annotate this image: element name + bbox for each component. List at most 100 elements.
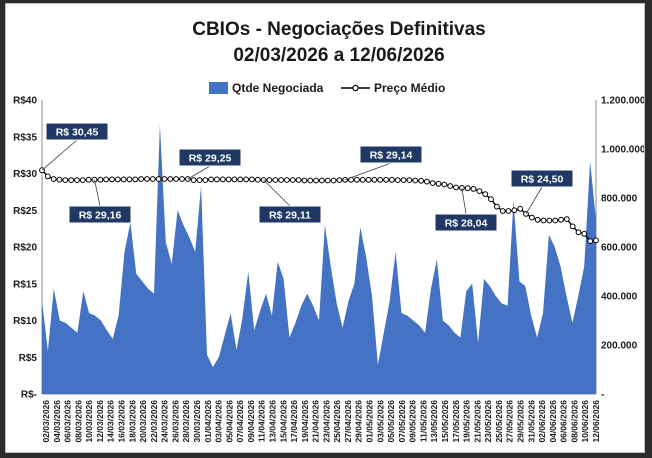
x-tick-label: 12/06/2026 [591, 400, 601, 443]
price-marker [74, 177, 80, 184]
price-marker [563, 216, 570, 223]
price-marker [488, 196, 494, 203]
price-marker [50, 176, 57, 182]
annotation-box [434, 213, 498, 232]
x-tick-label: 25/05/2026 [494, 400, 504, 443]
price-marker [546, 217, 553, 224]
annotation-box [68, 205, 132, 224]
x-tick-label: 13/05/2026 [429, 400, 439, 443]
price-marker [114, 176, 121, 183]
price-marker [272, 177, 279, 183]
x-tick-label: 11/05/2026 [419, 400, 429, 442]
x-tick-label: 02/06/2026 [537, 400, 547, 443]
annotation-label: R$ 30,45 [56, 127, 99, 139]
price-marker [354, 176, 360, 183]
x-tick-label: 07/05/2026 [397, 400, 407, 443]
volume-area [42, 124, 596, 394]
x-tick-label: 17/05/2026 [451, 400, 461, 443]
price-marker [389, 176, 395, 183]
annotation-label: R$ 29,25 [189, 153, 232, 165]
price-marker [371, 176, 378, 183]
price-marker [505, 208, 512, 214]
price-marker [208, 176, 215, 183]
price-marker [377, 176, 384, 183]
annotation-label: R$ 28,04 [445, 218, 488, 230]
y-right-tick-label: 1.000.000 [601, 145, 644, 156]
x-tick-label: 27/04/2026 [343, 400, 353, 443]
x-tick-label: 15/05/2026 [440, 400, 450, 443]
y-left-tick-label: R$10 [13, 316, 37, 327]
y-left-tick-label: R$- [21, 390, 37, 401]
price-marker [511, 207, 518, 214]
price-marker [441, 181, 448, 188]
x-tick-label: 21/05/2026 [472, 400, 482, 443]
legend-marker-price [352, 84, 359, 92]
legend-label-volume: Qtde Negociada [232, 81, 324, 95]
x-tick-label: 08/03/2026 [73, 400, 83, 443]
x-tick-label: 23/04/2026 [321, 400, 331, 443]
price-marker [249, 176, 255, 183]
y-left-tick-label: R$5 [19, 353, 38, 364]
annotation-box [258, 205, 322, 224]
x-tick-label: 20/03/2026 [138, 400, 148, 443]
price-marker [161, 176, 168, 182]
x-tick-label: 05/05/2026 [386, 400, 396, 443]
price-marker [412, 177, 419, 184]
x-tick-label: 30/03/2026 [192, 400, 202, 443]
y-left-tick-label: R$15 [13, 279, 37, 290]
x-tick-label: 19/04/2026 [300, 400, 310, 443]
x-tick-label: 26/03/2026 [170, 400, 180, 443]
price-marker [313, 177, 320, 184]
price-marker [190, 177, 197, 184]
price-marker [202, 177, 209, 184]
y-left-tick-label: R$30 [13, 169, 37, 180]
price-marker [155, 176, 162, 182]
annotation-label: R$ 29,11 [269, 210, 311, 222]
price-marker [336, 177, 343, 184]
x-tick-label: 16/03/2026 [117, 400, 127, 443]
x-tick-label: 03/05/2026 [375, 400, 385, 443]
x-tick-label: 31/05/2026 [526, 400, 536, 443]
price-marker [278, 177, 285, 183]
price-marker [534, 216, 541, 223]
price-marker [289, 177, 296, 183]
price-marker [529, 214, 535, 221]
price-marker [424, 178, 430, 185]
x-tick-label: 09/05/2026 [408, 400, 418, 443]
annotation-leader [345, 162, 392, 181]
price-marker [103, 176, 109, 183]
x-tick-label: 09/04/2026 [246, 400, 256, 443]
price-marker [494, 203, 500, 210]
price-marker [558, 216, 564, 223]
price-marker [132, 176, 139, 183]
x-tick-label: 03/04/2026 [214, 400, 224, 443]
price-marker [138, 176, 145, 182]
price-marker [56, 176, 63, 183]
price-marker [587, 238, 594, 245]
price-marker [342, 176, 349, 183]
x-tick-label: 13/04/2026 [268, 400, 278, 443]
annotation-leader [94, 179, 101, 207]
x-tick-label: 18/03/2026 [127, 400, 137, 443]
price-marker [120, 176, 127, 183]
legend-label-price: Preço Médio [374, 81, 445, 95]
price-marker [295, 177, 302, 183]
price-marker [85, 176, 92, 183]
price-marker [365, 176, 372, 183]
price-marker [482, 191, 489, 198]
y-right-tick-label: 400.000 [601, 292, 638, 303]
annotation-box [45, 122, 109, 141]
price-marker [68, 177, 75, 184]
y-left-tick-label: R$20 [13, 243, 37, 254]
chart-svg: CBIOs - Negociações Definitivas 02/03/20… [13, 19, 644, 443]
x-tick-label: 02/03/2026 [41, 400, 51, 443]
x-tick-label: 12/03/2026 [95, 400, 105, 443]
y-right-tick-label: 1.200.000 [601, 96, 644, 107]
price-marker [406, 177, 413, 184]
annotation-label: R$ 24,50 [521, 174, 564, 186]
price-marker [231, 176, 238, 183]
price-marker [383, 176, 390, 183]
annotation-leader [41, 139, 78, 171]
price-marker [266, 177, 273, 183]
price-marker [517, 205, 524, 212]
